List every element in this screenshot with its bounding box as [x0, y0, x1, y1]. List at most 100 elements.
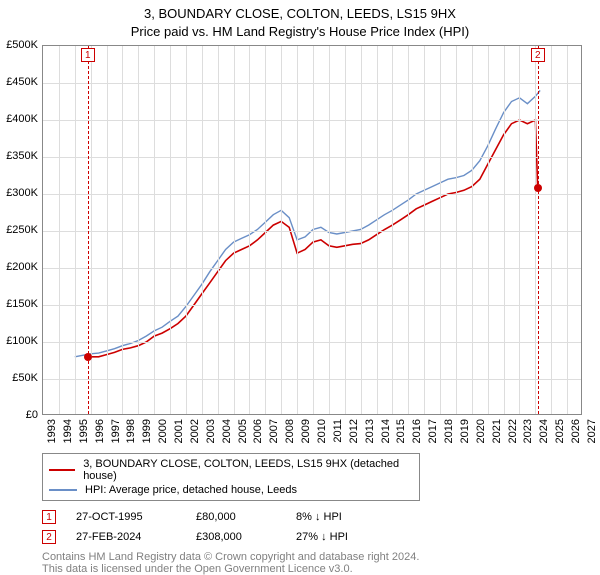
legend-item-property: 3, BOUNDARY CLOSE, COLTON, LEEDS, LS15 9…: [49, 457, 413, 483]
y-axis-label: £500K: [6, 39, 38, 51]
x-axis-label: 2019: [459, 419, 471, 443]
x-axis-label: 2014: [380, 419, 392, 443]
y-axis-label: £450K: [6, 76, 38, 88]
plot-region: 12: [42, 45, 582, 415]
gridline-v: [551, 46, 552, 414]
gridline-v: [345, 46, 346, 414]
y-axis-label: £400K: [6, 113, 38, 125]
chart-titles: 3, BOUNDARY CLOSE, COLTON, LEEDS, LS15 9…: [0, 0, 600, 39]
x-axis-label: 2006: [252, 419, 264, 443]
gridline-v: [138, 46, 139, 414]
y-axis-label: £150K: [6, 298, 38, 310]
gridline-h: [43, 342, 581, 343]
gridline-v: [313, 46, 314, 414]
x-axis-label: 2002: [189, 419, 201, 443]
chart-subtitle: Price paid vs. HM Land Registry's House …: [0, 22, 600, 40]
x-axis-label: 2015: [395, 419, 407, 443]
gridline-v: [154, 46, 155, 414]
x-axis-label: 2000: [157, 419, 169, 443]
chart-title-address: 3, BOUNDARY CLOSE, COLTON, LEEDS, LS15 9…: [0, 6, 600, 22]
x-axis-label: 2018: [443, 419, 455, 443]
marker-badge: 1: [81, 48, 95, 62]
legend-swatch-hpi: [49, 489, 77, 491]
event-row-2: 2 27-FEB-2024 £308,000 27% ↓ HPI: [42, 527, 600, 547]
legend-label-hpi: HPI: Average price, detached house, Leed…: [85, 484, 297, 496]
gridline-v: [297, 46, 298, 414]
gridline-h: [43, 305, 581, 306]
y-axis-label: £100K: [6, 335, 38, 347]
price-point-dot: [534, 184, 542, 192]
legend-item-hpi: HPI: Average price, detached house, Leed…: [49, 483, 413, 497]
x-axis-label: 2017: [427, 419, 439, 443]
x-axis-label: 2008: [284, 419, 296, 443]
x-axis-label: 1997: [110, 419, 122, 443]
y-axis-label: £300K: [6, 187, 38, 199]
x-axis-label: 1995: [78, 419, 90, 443]
event-badge-1: 1: [42, 510, 56, 524]
x-axis-label: 2025: [554, 419, 566, 443]
legend-swatch-property: [49, 469, 75, 471]
footer-attribution: Contains HM Land Registry data © Crown c…: [42, 551, 600, 575]
x-axis-label: 1993: [46, 419, 58, 443]
gridline-v: [218, 46, 219, 414]
gridline-v: [472, 46, 473, 414]
gridline-v: [504, 46, 505, 414]
x-axis-label: 2010: [316, 419, 328, 443]
marker-badge: 2: [531, 48, 545, 62]
gridline-h: [43, 157, 581, 158]
event-row-1: 1 27-OCT-1995 £80,000 8% ↓ HPI: [42, 507, 600, 527]
chart-area: 12 £0£50K£100K£150K£200K£250K£300K£350K£…: [42, 45, 582, 415]
gridline-v: [170, 46, 171, 414]
gridline-v: [392, 46, 393, 414]
gridline-v: [122, 46, 123, 414]
marker-dashed-line: [538, 46, 539, 414]
x-axis-label: 2016: [411, 419, 423, 443]
gridline-v: [424, 46, 425, 414]
event-badge-2: 2: [42, 530, 56, 544]
gridline-h: [43, 194, 581, 195]
legend-label-property: 3, BOUNDARY CLOSE, COLTON, LEEDS, LS15 9…: [83, 458, 413, 482]
y-axis-label: £0: [26, 409, 38, 421]
x-axis-label: 2003: [205, 419, 217, 443]
gridline-h: [43, 268, 581, 269]
x-axis-label: 2024: [538, 419, 550, 443]
x-axis-label: 2021: [491, 419, 503, 443]
gridline-h: [43, 379, 581, 380]
x-axis-label: 1996: [94, 419, 106, 443]
gridline-v: [519, 46, 520, 414]
gridline-v: [361, 46, 362, 414]
x-axis-label: 2011: [332, 419, 344, 443]
event-date-1: 27-OCT-1995: [76, 511, 176, 523]
gridline-v: [456, 46, 457, 414]
gridline-v: [488, 46, 489, 414]
y-axis-label: £50K: [12, 372, 38, 384]
gridline-v: [281, 46, 282, 414]
x-axis-label: 2027: [586, 419, 598, 443]
series-line-hpi: [75, 91, 540, 357]
gridline-h: [43, 231, 581, 232]
gridline-v: [107, 46, 108, 414]
gridline-h: [43, 120, 581, 121]
event-diff-2: 27% ↓ HPI: [296, 531, 386, 543]
event-price-1: £80,000: [196, 511, 276, 523]
gridline-v: [377, 46, 378, 414]
legend-box: 3, BOUNDARY CLOSE, COLTON, LEEDS, LS15 9…: [42, 453, 420, 501]
gridline-v: [535, 46, 536, 414]
event-diff-1: 8% ↓ HPI: [296, 511, 386, 523]
y-axis-label: £350K: [6, 150, 38, 162]
gridline-v: [567, 46, 568, 414]
gridline-v: [59, 46, 60, 414]
gridline-v: [202, 46, 203, 414]
y-axis-label: £250K: [6, 224, 38, 236]
x-axis-label: 2004: [221, 419, 233, 443]
x-axis-label: 2023: [522, 419, 534, 443]
price-point-dot: [84, 353, 92, 361]
gridline-v: [329, 46, 330, 414]
gridline-v: [186, 46, 187, 414]
footer-line-1: Contains HM Land Registry data © Crown c…: [42, 551, 600, 563]
gridline-v: [234, 46, 235, 414]
x-axis-label: 2013: [364, 419, 376, 443]
x-axis-label: 1998: [125, 419, 137, 443]
y-axis-label: £200K: [6, 261, 38, 273]
gridline-v: [408, 46, 409, 414]
